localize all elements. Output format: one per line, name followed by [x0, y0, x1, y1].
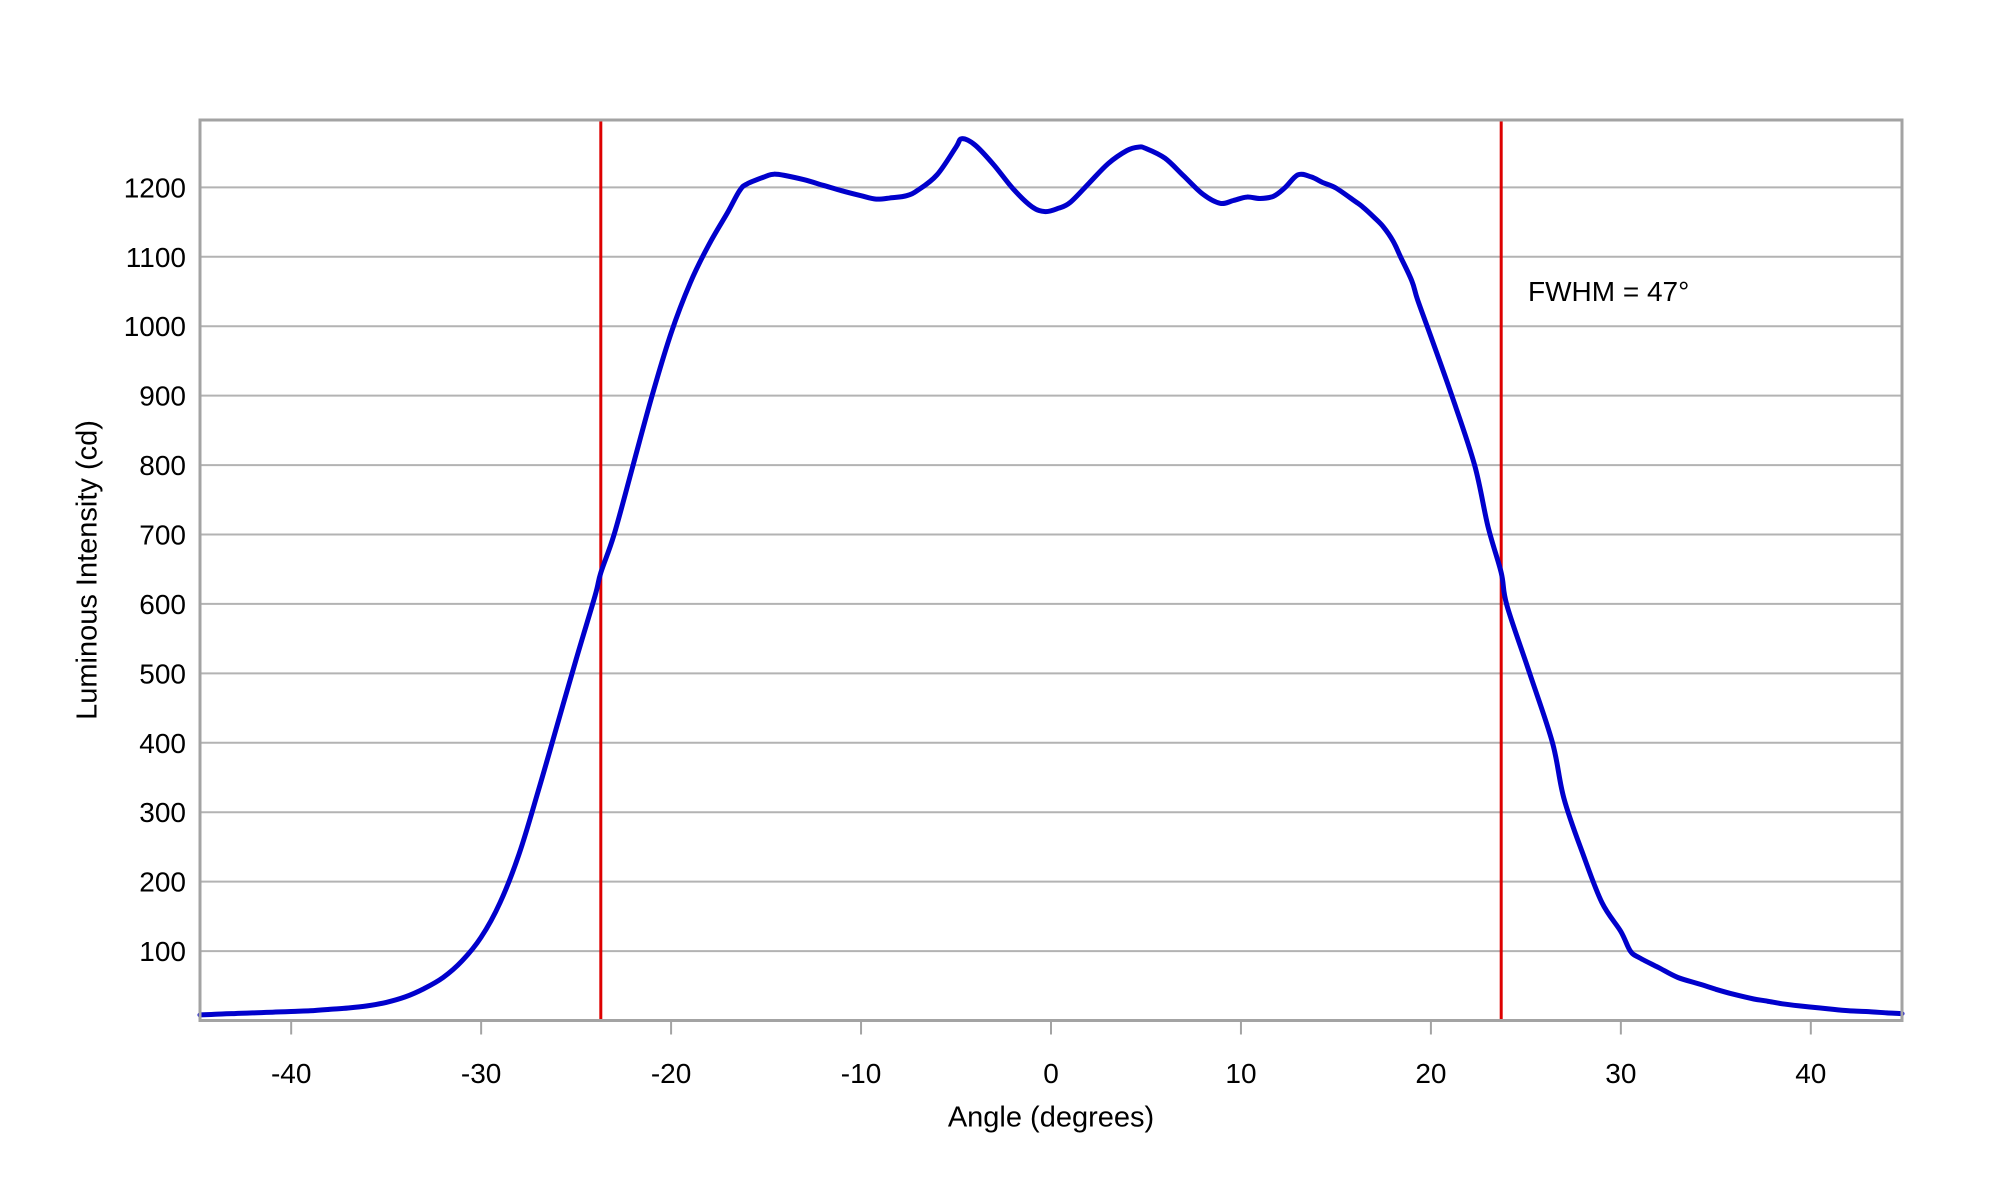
y-axis-title: Luminous Intensity (cd): [71, 420, 104, 720]
y-tick-label: 500: [139, 658, 186, 689]
y-tick-label: 1100: [126, 242, 186, 273]
y-tick-label: 900: [139, 381, 186, 412]
x-tick-label: -20: [651, 1058, 691, 1089]
y-tick-label: 200: [139, 867, 186, 898]
y-tick-label: 600: [139, 589, 186, 620]
plot-frame: [198, 118, 1904, 1022]
x-axis-title: Angle (degrees): [947, 1101, 1155, 1134]
x-tick-label: -10: [841, 1058, 881, 1089]
x-tick-label: -40: [271, 1058, 311, 1089]
x-tick-label: -30: [461, 1058, 501, 1089]
y-tick-label: 1000: [124, 311, 186, 342]
y-tick-label: 700: [139, 519, 186, 550]
y-tick-label: 400: [139, 728, 186, 759]
x-tick-label: 0: [1043, 1058, 1059, 1089]
x-tick-label: 20: [1415, 1058, 1446, 1089]
y-tick-label: 100: [139, 936, 186, 967]
x-tick-label: 10: [1225, 1058, 1256, 1089]
y-tick-label: 300: [139, 797, 186, 828]
y-tick-label: 1200: [124, 172, 186, 203]
x-tick-label: 30: [1605, 1058, 1636, 1089]
x-tick-label: 40: [1795, 1058, 1826, 1089]
y-tick-label: 800: [139, 450, 186, 481]
fwhm-annotation: FWHM = 47°: [1528, 276, 1690, 307]
intensity-curve: [197, 136, 1905, 1018]
